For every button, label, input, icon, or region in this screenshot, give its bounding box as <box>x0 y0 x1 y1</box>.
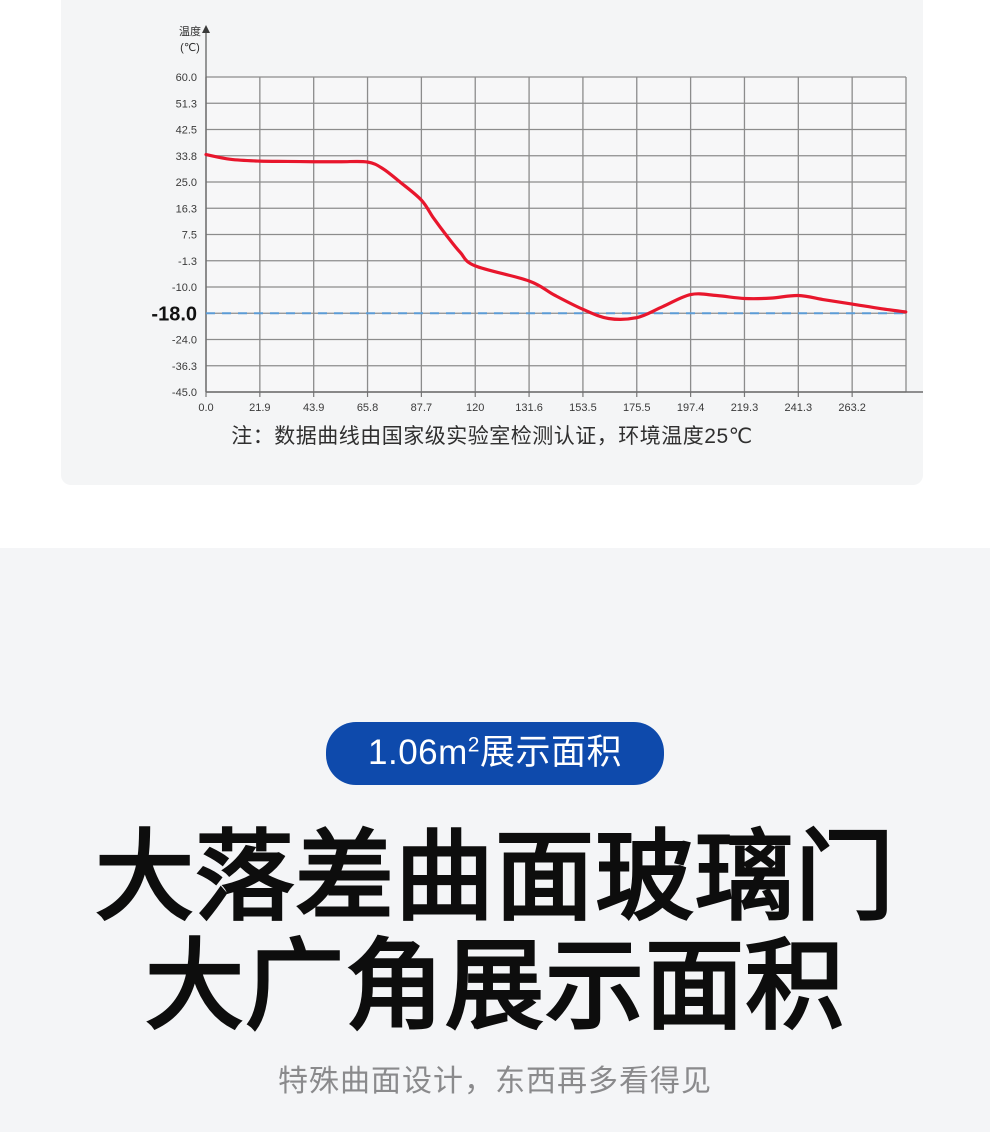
y-axis-tick-label: 51.3 <box>176 98 197 110</box>
badge-value: 1.06m <box>368 733 468 772</box>
y-axis-tick-label: -45.0 <box>172 387 197 399</box>
x-axis-tick-label: 241.3 <box>785 402 813 414</box>
y-axis-title-line1: 温度 <box>179 24 201 38</box>
y-axis-tick-label: 25.0 <box>176 177 197 189</box>
y-axis-title-line2: (℃) <box>180 42 200 54</box>
badge-suffix: 展示面积 <box>479 733 622 772</box>
x-axis-tick-label: 43.9 <box>303 402 324 414</box>
x-axis-tick-label: 153.5 <box>569 402 597 414</box>
y-axis-tick-label: 60.0 <box>176 72 197 84</box>
promo-section: 1.06m2展示面积 大落差曲面玻璃门 大广角展示面积 特殊曲面设计，东西再多看… <box>0 548 990 1132</box>
y-axis-tick-label: 7.5 <box>182 230 197 242</box>
x-axis-tick-label: 263.2 <box>838 402 866 414</box>
display-area-badge: 1.06m2展示面积 <box>326 722 664 785</box>
x-axis-tick-label: 0.0 <box>198 402 213 414</box>
y-axis-tick-label: -1.3 <box>178 256 197 268</box>
y-axis-tick-label: 42.5 <box>176 125 197 137</box>
temperature-curve <box>204 152 908 321</box>
y-axis-tick-label: 16.3 <box>176 203 197 215</box>
y-axis-tick-label: 33.8 <box>176 151 197 163</box>
temperature-line-chart: 60.0 51.3 42.5 33.8 25.0 16.3 7.5 -1.3 -10.0 -18.… <box>151 24 923 414</box>
x-axis-tick-label: 175.5 <box>623 402 651 414</box>
x-axis-tick-label: 65.8 <box>357 402 378 414</box>
badge-container: 1.06m2展示面积 <box>0 722 990 785</box>
x-axis-tick-label: 197.4 <box>677 402 705 414</box>
x-axis-title: 时间（min） <box>922 401 923 414</box>
y-axis-arrow <box>202 25 210 33</box>
y-axis-threshold-label: -18.0 <box>151 303 197 325</box>
temperature-chart-card: 60.0 51.3 42.5 33.8 25.0 16.3 7.5 -1.3 -10.0 -18.… <box>61 0 923 485</box>
x-axis-tick-label: 87.7 <box>411 402 432 414</box>
x-axis-tick-label: 120 <box>466 402 484 414</box>
promo-subtitle: 特殊曲面设计，东西再多看得见 <box>278 1065 712 1098</box>
x-axis-tick-label: 21.9 <box>249 402 270 414</box>
headline-line-2: 大广角展示面积 <box>145 930 845 1041</box>
y-axis-tick-label: -24.0 <box>172 335 197 347</box>
x-axis-tick-label: 219.3 <box>731 402 759 414</box>
x-axis-tick-label: 131.6 <box>515 402 543 414</box>
y-axis-tick-label: -10.0 <box>172 282 197 294</box>
chart-caption: 注：数据曲线由国家级实验室检测认证，环境温度25℃ <box>231 425 753 448</box>
headline-line-1: 大落差曲面玻璃门 <box>95 821 895 932</box>
y-axis-tick-label: -36.3 <box>172 361 197 373</box>
badge-superscript: 2 <box>467 733 480 757</box>
chart-plot-region: 60.0 51.3 42.5 33.8 25.0 16.3 7.5 -1.3 -10.0 -18.… <box>61 0 923 416</box>
